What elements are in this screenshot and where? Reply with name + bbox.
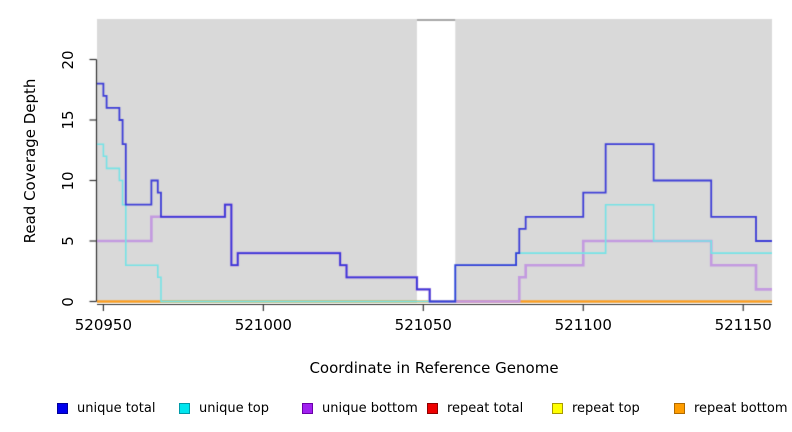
legend-item-repeat-bottom: repeat bottom — [674, 399, 788, 417]
unique-top-swatch-icon — [179, 402, 190, 414]
legend-item-unique-top: unique top — [179, 399, 269, 417]
y-tick-label: 15 — [59, 110, 77, 130]
legend-label: unique total — [77, 400, 156, 416]
x-tick-label: 521050 — [394, 316, 452, 334]
legend-label: unique bottom — [322, 400, 418, 416]
repeat-bottom-swatch-icon — [674, 402, 685, 414]
repeat-total-swatch-icon — [427, 402, 438, 414]
legend-item-unique-total: unique total — [57, 399, 155, 417]
legend-item-repeat-total: repeat total — [427, 399, 523, 417]
y-tick-label: 10 — [59, 170, 77, 191]
legend-label: repeat total — [447, 400, 524, 416]
legend-label: unique top — [199, 400, 270, 416]
unique-bottom-swatch-icon — [302, 402, 313, 414]
y-tick-label: 0 — [59, 296, 77, 307]
x-axis-title: Coordinate in Reference Genome — [309, 359, 559, 377]
x-tick-label: 520950 — [74, 316, 133, 334]
unique-total-swatch-icon — [57, 402, 68, 414]
y-axis-title: Read Coverage Depth — [21, 78, 39, 244]
legend-item-unique-bottom: unique bottom — [302, 399, 418, 417]
x-tick-label: 521000 — [234, 316, 292, 334]
y-tick-label: 5 — [59, 236, 77, 246]
legend-label: repeat bottom — [694, 400, 788, 416]
legend: unique total unique top unique bottom re… — [0, 399, 792, 421]
legend-item-repeat-top: repeat top — [552, 399, 640, 417]
x-tick-label: 521150 — [714, 316, 772, 334]
legend-label: repeat top — [572, 400, 640, 416]
repeat-top-swatch-icon — [552, 402, 563, 414]
x-tick-label: 521100 — [554, 316, 612, 334]
y-tick-label: 20 — [59, 49, 77, 70]
